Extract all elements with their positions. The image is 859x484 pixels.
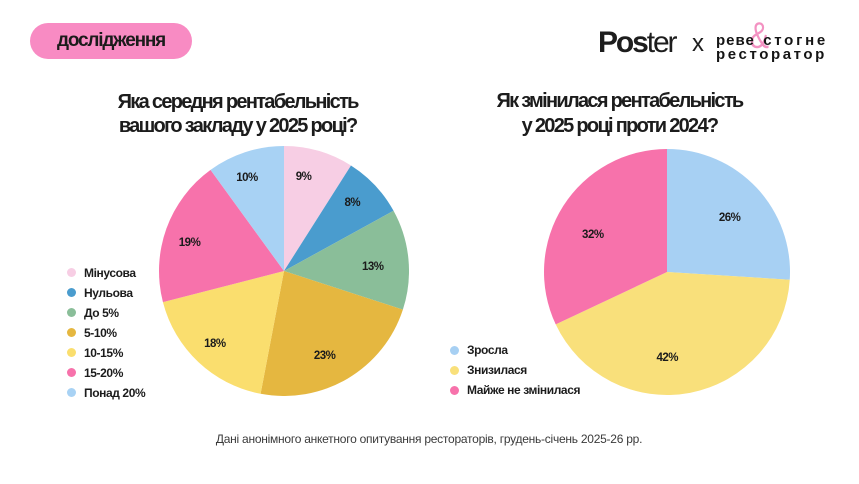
legend-dot-icon bbox=[67, 388, 76, 398]
legend-item: Мінусова bbox=[67, 263, 145, 283]
slice-value-label: 18% bbox=[204, 337, 226, 350]
pie-slice-5-10% bbox=[260, 271, 403, 396]
partner-logo: & реве стогне ресторатор bbox=[716, 0, 830, 70]
collab-x-separator: x bbox=[692, 30, 704, 57]
legend-item: Майже не змінилася bbox=[450, 380, 580, 400]
legend-item-label: 5-10% bbox=[84, 325, 117, 340]
partner-logo-line2: ресторатор bbox=[716, 46, 827, 63]
legend-item-label: Майже не змінилася bbox=[467, 383, 581, 397]
pie-slice-До 5% bbox=[284, 210, 409, 310]
poster-logo-light: ter bbox=[646, 26, 678, 59]
legend-item: Нульова bbox=[67, 283, 145, 303]
right-chart-title: Як змінилася рентабельність у 2025 році п… bbox=[496, 90, 744, 137]
research-badge: дослідження bbox=[30, 23, 192, 59]
legend-dot-icon bbox=[450, 345, 459, 355]
brand-bar: Poster x & реве стогне ресторатор bbox=[0, 0, 859, 80]
partner-ampersand-icon: & bbox=[749, 15, 769, 56]
partner-logo-line1: реве стогне bbox=[716, 33, 828, 48]
slice-value-label: 19% bbox=[178, 237, 201, 250]
pie-slice-Майже не змінилася bbox=[543, 148, 667, 324]
research-badge-label: дослідження bbox=[56, 30, 166, 51]
legend-item-label: 15-20% bbox=[84, 365, 123, 380]
legend-item-label: Знизилася bbox=[467, 363, 527, 377]
pie-slice-Мінусова bbox=[284, 146, 351, 271]
source-caption: Дані анонімного анкетного опитування рес… bbox=[215, 432, 643, 446]
slice-value-label: 42% bbox=[656, 352, 679, 365]
legend-item: До 5% bbox=[67, 303, 145, 323]
slice-value-label: 26% bbox=[718, 212, 741, 225]
legend-item: Понад 20% bbox=[67, 383, 146, 403]
poster-logo: Poster bbox=[598, 26, 678, 59]
legend-item-label: 10-15% bbox=[84, 345, 123, 360]
legend-dot-icon bbox=[67, 328, 76, 338]
legend-dot-icon bbox=[67, 368, 76, 378]
legend-item: 15-20% bbox=[67, 363, 145, 383]
pie-slice-Понад 20% bbox=[210, 146, 284, 271]
pie-svg-0 bbox=[159, 146, 409, 396]
left-chart-title: Яка середня рентабельність вашого закладу… bbox=[117, 90, 360, 138]
slice-value-label: 23% bbox=[313, 350, 336, 363]
pie-slice-15-20% bbox=[159, 169, 284, 303]
legend-item: Зросла bbox=[450, 340, 580, 360]
pie-slice-Нульова bbox=[284, 165, 394, 271]
legend-item-label: Понад 20% bbox=[84, 385, 146, 400]
legend-item-label: Зросла bbox=[467, 343, 508, 357]
pie-slice-Знизилася bbox=[555, 271, 790, 395]
slice-value-label: 10% bbox=[236, 171, 258, 184]
legend-item: Знизилася bbox=[450, 360, 580, 380]
slice-value-label: 8% bbox=[344, 196, 361, 209]
poster-logo-bold: Pos bbox=[598, 26, 649, 59]
pie-svg-1 bbox=[543, 148, 790, 395]
pie-slice-10-15% bbox=[162, 271, 284, 394]
legend-dot-icon bbox=[67, 288, 76, 298]
partner-logo-line1-left: реве bbox=[716, 32, 755, 49]
slice-value-label: 9% bbox=[295, 171, 312, 184]
legend-0: Мінусова Нульова До 5% 5-10% 10-15% 15-20% Пон… bbox=[67, 263, 146, 403]
partner-logo-line1-right: стогне bbox=[763, 32, 828, 49]
legend-item: 5-10% bbox=[67, 323, 145, 343]
legend-item-label: До 5% bbox=[84, 305, 119, 320]
legend-1: Зросла Знизилася Майже не змінилася bbox=[450, 340, 580, 400]
legend-dot-icon bbox=[450, 365, 459, 375]
legend-dot-icon bbox=[67, 268, 76, 278]
pie-slice-Зросла bbox=[666, 148, 790, 280]
legend-dot-icon bbox=[67, 348, 76, 358]
slice-value-label: 32% bbox=[582, 228, 604, 241]
legend-item-label: Мінусова bbox=[84, 265, 136, 280]
legend-item: 10-15% bbox=[67, 343, 145, 363]
legend-dot-icon bbox=[67, 308, 76, 318]
legend-item-label: Нульова bbox=[84, 285, 133, 300]
slice-value-label: 13% bbox=[362, 260, 384, 273]
legend-dot-icon bbox=[450, 385, 459, 395]
